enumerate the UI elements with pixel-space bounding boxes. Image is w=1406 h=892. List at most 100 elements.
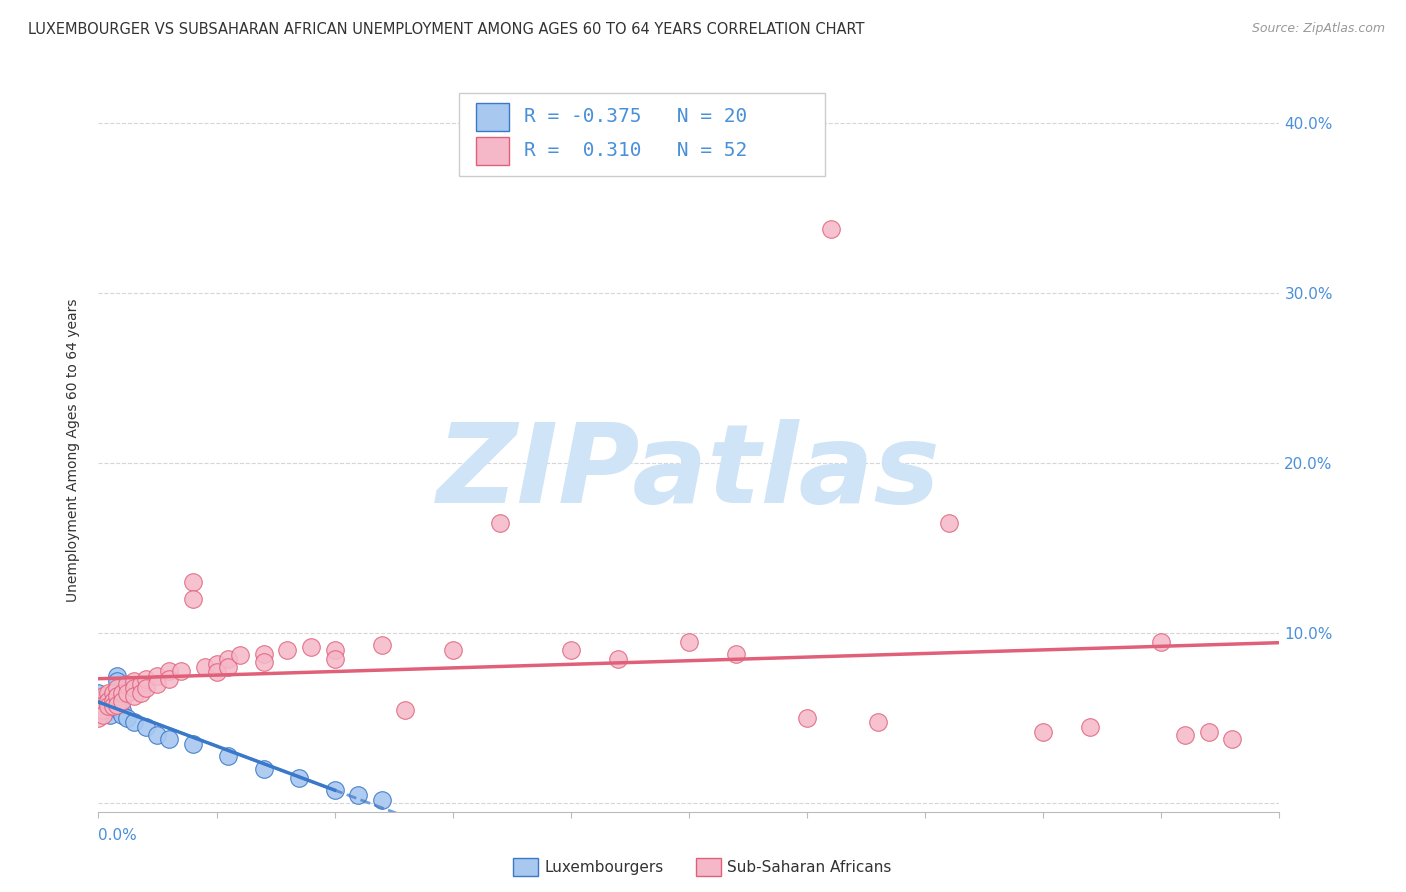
Point — [253, 647, 276, 661]
Point — [146, 677, 169, 691]
Text: R =  0.310   N = 52: R = 0.310 N = 52 — [523, 141, 747, 160]
Point — [1198, 724, 1220, 739]
Point — [91, 690, 114, 705]
Point — [1150, 634, 1173, 648]
Text: Sub-Saharan Africans: Sub-Saharan Africans — [727, 860, 891, 874]
Point — [205, 665, 228, 680]
Point — [217, 748, 239, 763]
Point — [135, 720, 157, 734]
Point — [111, 703, 134, 717]
Text: LUXEMBOURGER VS SUBSAHARAN AFRICAN UNEMPLOYMENT AMONG AGES 60 TO 64 YEARS CORREL: LUXEMBOURGER VS SUBSAHARAN AFRICAN UNEMP… — [28, 22, 865, 37]
Point — [157, 731, 180, 746]
Point — [87, 686, 110, 700]
Point — [104, 701, 127, 715]
Point — [105, 681, 128, 695]
Point — [105, 689, 128, 703]
Point — [441, 643, 464, 657]
FancyBboxPatch shape — [458, 93, 825, 176]
Point — [97, 686, 120, 700]
Text: 0.0%: 0.0% — [98, 828, 138, 843]
Point — [122, 689, 145, 703]
Text: Source: ZipAtlas.com: Source: ZipAtlas.com — [1251, 22, 1385, 36]
Point — [98, 703, 121, 717]
Point — [91, 698, 114, 712]
Point — [725, 647, 748, 661]
FancyBboxPatch shape — [477, 137, 509, 165]
Point — [97, 694, 120, 708]
Point — [607, 651, 630, 665]
Point — [323, 643, 346, 657]
Point — [87, 706, 110, 720]
Point — [288, 771, 311, 785]
Point — [678, 634, 700, 648]
Point — [97, 694, 120, 708]
Point — [129, 677, 152, 691]
Point — [181, 737, 204, 751]
Point — [276, 643, 298, 657]
Point — [115, 711, 138, 725]
Text: Luxembourgers: Luxembourgers — [544, 860, 664, 874]
Point — [87, 694, 110, 708]
Point — [111, 707, 134, 722]
Point — [1220, 731, 1243, 746]
Y-axis label: Unemployment Among Ages 60 to 64 years: Unemployment Among Ages 60 to 64 years — [66, 299, 80, 602]
Text: R = -0.375   N = 20: R = -0.375 N = 20 — [523, 107, 747, 126]
Point — [229, 648, 252, 663]
Point — [157, 672, 180, 686]
Point — [253, 655, 276, 669]
Point — [87, 699, 110, 714]
Point — [115, 677, 138, 691]
Point — [97, 699, 120, 714]
Point — [129, 686, 152, 700]
Point — [87, 694, 110, 708]
FancyBboxPatch shape — [477, 103, 509, 130]
Point — [105, 669, 128, 683]
Point — [347, 788, 370, 802]
Point — [135, 672, 157, 686]
Point — [98, 707, 121, 722]
Point — [87, 706, 110, 720]
Point — [101, 694, 124, 708]
Point — [111, 686, 134, 700]
Point — [91, 707, 114, 722]
Point — [217, 651, 239, 665]
Point — [170, 664, 193, 678]
Point — [1032, 724, 1054, 739]
Point — [217, 660, 239, 674]
Point — [323, 651, 346, 665]
Point — [866, 714, 889, 729]
Point — [1174, 728, 1197, 742]
Point — [323, 782, 346, 797]
Point — [181, 592, 204, 607]
Point — [91, 698, 114, 712]
Point — [371, 638, 394, 652]
Point — [253, 762, 276, 776]
Point — [157, 664, 180, 678]
Point — [796, 711, 818, 725]
Point — [299, 640, 322, 654]
Point — [105, 673, 128, 688]
Point — [146, 728, 169, 742]
Text: ZIPatlas: ZIPatlas — [437, 418, 941, 525]
Point — [101, 686, 124, 700]
Point — [122, 681, 145, 695]
Point — [194, 660, 217, 674]
Point — [87, 699, 110, 714]
Point — [111, 694, 134, 708]
Point — [98, 698, 121, 712]
Point — [91, 689, 114, 703]
Point — [371, 793, 394, 807]
Point — [1080, 720, 1102, 734]
Point — [560, 643, 582, 657]
Point — [205, 657, 228, 671]
Point — [97, 699, 120, 714]
Point — [105, 698, 128, 712]
Point — [146, 669, 169, 683]
Point — [135, 681, 157, 695]
Point — [91, 703, 114, 717]
Point — [122, 714, 145, 729]
Point — [394, 703, 416, 717]
Point — [181, 575, 204, 590]
Point — [91, 703, 114, 717]
Point — [938, 516, 960, 530]
